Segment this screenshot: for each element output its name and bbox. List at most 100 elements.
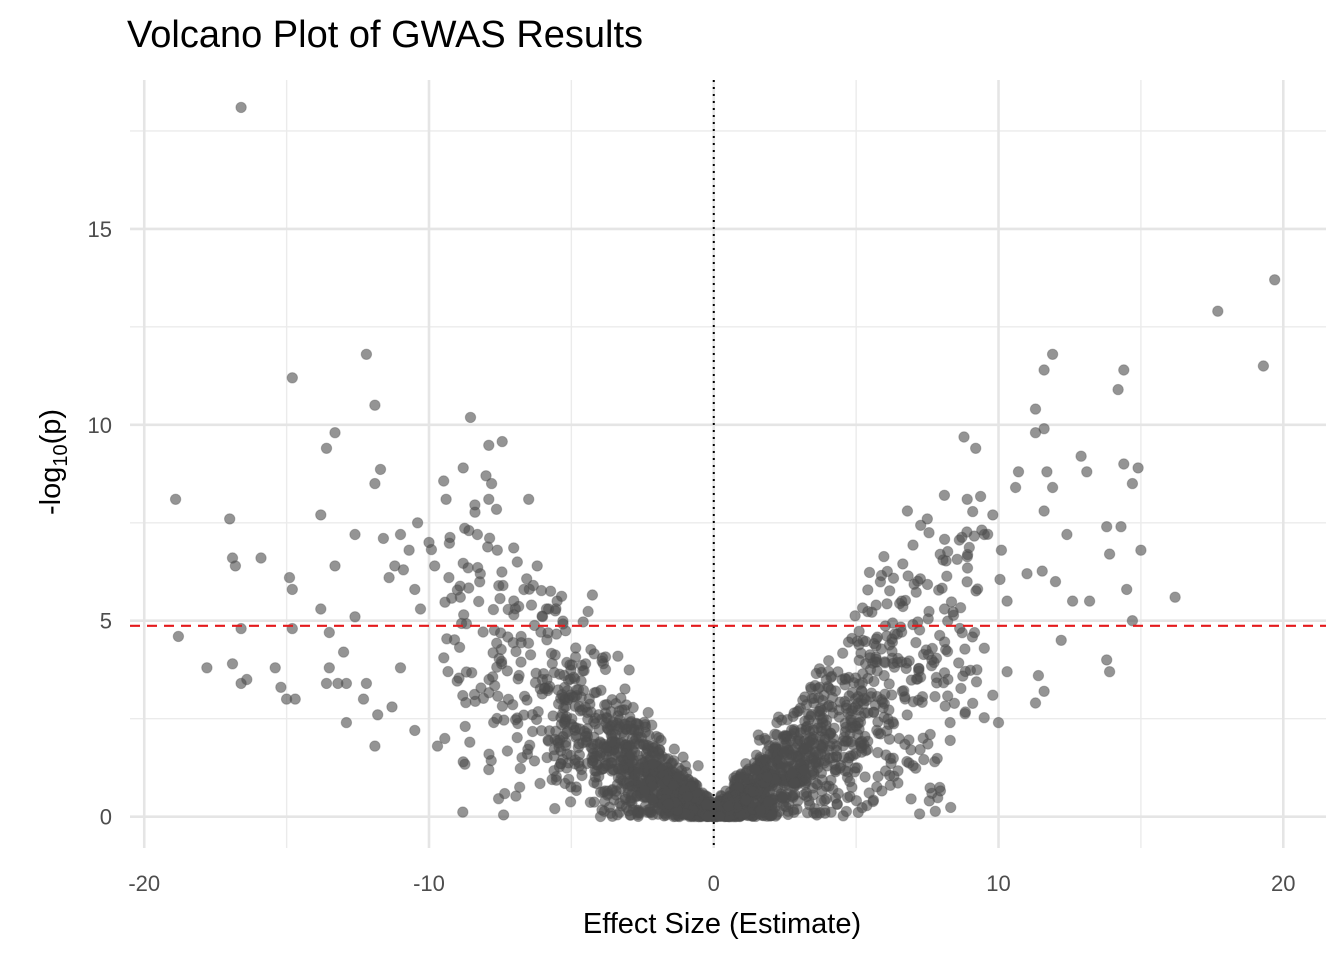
- data-point: [826, 670, 838, 682]
- data-point: [849, 762, 861, 774]
- data-point: [924, 728, 936, 741]
- data-point: [967, 505, 979, 518]
- data-point: [910, 636, 922, 649]
- data-point: [887, 716, 899, 728]
- data-point: [921, 578, 934, 591]
- data-point: [522, 743, 534, 755]
- data-point: [438, 475, 450, 487]
- data-point: [941, 645, 954, 658]
- data-point: [879, 765, 892, 777]
- data-point: [762, 795, 775, 808]
- data-point: [870, 599, 882, 611]
- data-point: [814, 702, 827, 715]
- data-point: [881, 565, 893, 578]
- x-tick-label: -10: [413, 871, 445, 896]
- data-point: [438, 652, 450, 664]
- data-point: [610, 785, 622, 797]
- data-point: [1041, 466, 1053, 478]
- data-point: [929, 756, 941, 768]
- data-point: [1118, 364, 1130, 376]
- data-point: [968, 626, 981, 639]
- data-point: [349, 528, 361, 541]
- data-point: [896, 595, 908, 607]
- data-point: [1012, 466, 1025, 478]
- y-axis-title-subscript: 10: [50, 444, 72, 466]
- data-point: [835, 759, 847, 772]
- data-point: [932, 792, 944, 804]
- data-point: [922, 613, 934, 625]
- data-point: [423, 536, 435, 549]
- data-point: [492, 690, 504, 702]
- data-point: [1135, 544, 1147, 556]
- data-point: [623, 664, 635, 676]
- data-point: [573, 756, 585, 769]
- y-axis-title-prefix: -log: [35, 467, 67, 515]
- data-point: [275, 681, 287, 693]
- data-point: [589, 771, 601, 783]
- data-point: [791, 706, 803, 718]
- data-point: [872, 727, 885, 739]
- data-point: [516, 752, 528, 764]
- data-point: [953, 534, 966, 546]
- data-point: [887, 572, 900, 584]
- data-point: [563, 773, 575, 785]
- data-point: [868, 675, 880, 688]
- data-point: [1101, 521, 1113, 533]
- data-point: [585, 643, 597, 656]
- data-point: [862, 584, 874, 596]
- data-point: [761, 745, 774, 757]
- data-point: [901, 709, 913, 721]
- y-axis-tick-labels: 0 5 10 15: [88, 217, 112, 830]
- data-point: [439, 596, 451, 608]
- data-point: [1169, 591, 1181, 603]
- data-point: [482, 541, 494, 553]
- data-point: [269, 662, 281, 674]
- data-point: [878, 711, 890, 723]
- data-point: [531, 560, 543, 572]
- data-point: [620, 777, 633, 790]
- data-point: [807, 724, 820, 736]
- data-point: [1038, 423, 1050, 435]
- data-point: [878, 669, 890, 682]
- data-point: [924, 782, 936, 794]
- data-point: [849, 720, 862, 732]
- data-point: [987, 509, 999, 521]
- data-point: [372, 709, 384, 721]
- data-point: [801, 790, 813, 803]
- data-point: [907, 539, 919, 551]
- data-point: [786, 724, 798, 736]
- data-point: [951, 553, 963, 565]
- data-point: [1036, 565, 1048, 577]
- data-point: [323, 626, 335, 639]
- data-point: [570, 781, 582, 793]
- data-point: [577, 616, 589, 628]
- data-point: [523, 493, 535, 505]
- data-point: [588, 796, 600, 808]
- data-point: [409, 583, 421, 596]
- data-point: [491, 544, 503, 556]
- data-point: [914, 743, 926, 756]
- data-point: [970, 442, 982, 454]
- data-point: [545, 647, 558, 660]
- data-point: [397, 564, 410, 576]
- data-point: [829, 685, 842, 697]
- data-point: [646, 794, 659, 806]
- data-point: [941, 570, 953, 582]
- data-point: [907, 760, 919, 772]
- data-point: [1269, 274, 1281, 286]
- data-point: [535, 725, 548, 737]
- data-point: [1046, 481, 1059, 494]
- y-tick-label: 0: [100, 805, 112, 830]
- data-point: [803, 736, 815, 748]
- data-point: [369, 477, 381, 490]
- data-point: [560, 700, 572, 713]
- data-point: [360, 348, 373, 360]
- data-point: [499, 787, 511, 800]
- data-point: [961, 493, 973, 505]
- data-point: [487, 603, 500, 616]
- data-point: [823, 655, 835, 667]
- data-point: [820, 724, 832, 736]
- data-point: [837, 810, 849, 822]
- data-point: [1001, 666, 1013, 678]
- data-point: [457, 756, 469, 768]
